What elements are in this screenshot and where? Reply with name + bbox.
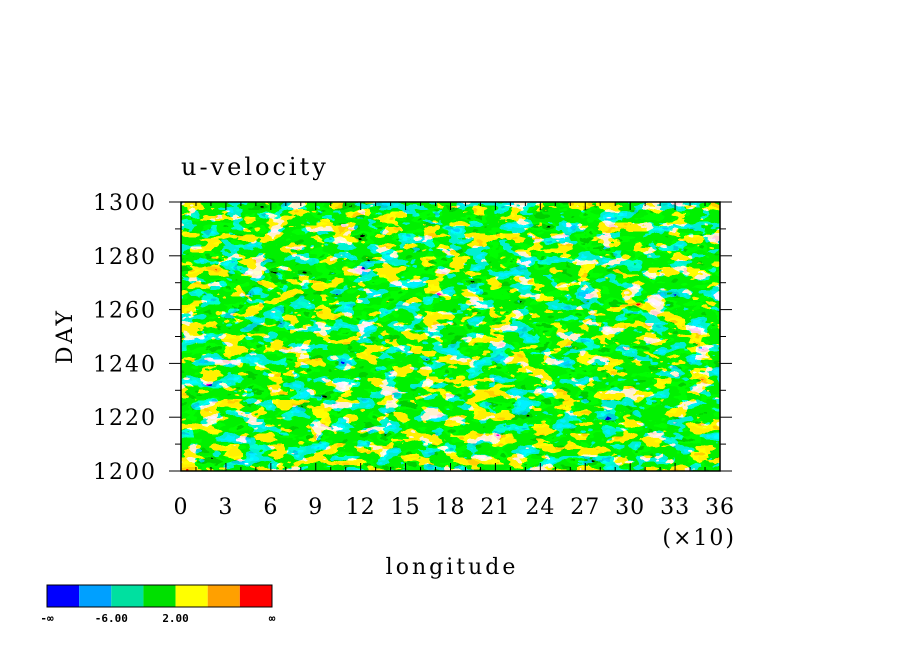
colorbar-label: 2.00 bbox=[162, 612, 189, 625]
colorbar-label: -6.00 bbox=[95, 612, 128, 625]
colorbar-swatch bbox=[175, 585, 208, 607]
chart-title: u-velocity bbox=[181, 153, 329, 181]
heatmap-field bbox=[181, 202, 720, 471]
x-axis: 0 3 6 9 12 15 18 21 24 27 30 33 36 bbox=[174, 202, 735, 520]
y-tick-label: 1280 bbox=[93, 245, 157, 270]
x-multiplier-label: (×10) bbox=[662, 526, 736, 551]
x-tick-label: 18 bbox=[436, 495, 466, 520]
colorbar-frame bbox=[46, 584, 273, 608]
x-tick-label: 12 bbox=[346, 495, 376, 520]
colorbar: -∞ -6.00 2.00 ∞ bbox=[40, 584, 276, 625]
y-tick-label: 1240 bbox=[93, 352, 157, 377]
x-tick-label: 30 bbox=[615, 495, 645, 520]
x-tick-label: 36 bbox=[705, 495, 735, 520]
x-tick-label: 21 bbox=[480, 495, 510, 520]
x-tick-label: 27 bbox=[570, 495, 600, 520]
colorbar-swatch bbox=[111, 585, 144, 607]
colorbar-swatch bbox=[79, 585, 112, 607]
x-tick-label: 6 bbox=[263, 495, 278, 520]
y-tick-label: 1200 bbox=[93, 460, 157, 485]
colorbar-swatch bbox=[207, 585, 240, 607]
colorbar-swatch bbox=[47, 585, 80, 607]
y-axis-label: DAY bbox=[53, 308, 78, 364]
y-axis: 1200 1220 1240 1260 1280 1300 bbox=[93, 191, 732, 485]
x-tick-label: 33 bbox=[660, 495, 690, 520]
y-tick-label: 1300 bbox=[93, 191, 157, 216]
x-tick-label: 0 bbox=[174, 495, 189, 520]
colorbar-swatch bbox=[239, 585, 272, 607]
x-tick-label: 15 bbox=[391, 495, 421, 520]
x-tick-label: 3 bbox=[218, 495, 233, 520]
x-tick-label: 9 bbox=[308, 495, 323, 520]
colorbar-swatch bbox=[143, 585, 176, 607]
colorbar-label: ∞ bbox=[269, 612, 276, 625]
y-tick-label: 1220 bbox=[93, 406, 157, 431]
colorbar-label: -∞ bbox=[40, 612, 54, 625]
y-tick-label: 1260 bbox=[93, 299, 157, 324]
x-tick-label: 24 bbox=[525, 495, 555, 520]
x-axis-label: longitude bbox=[386, 555, 519, 580]
